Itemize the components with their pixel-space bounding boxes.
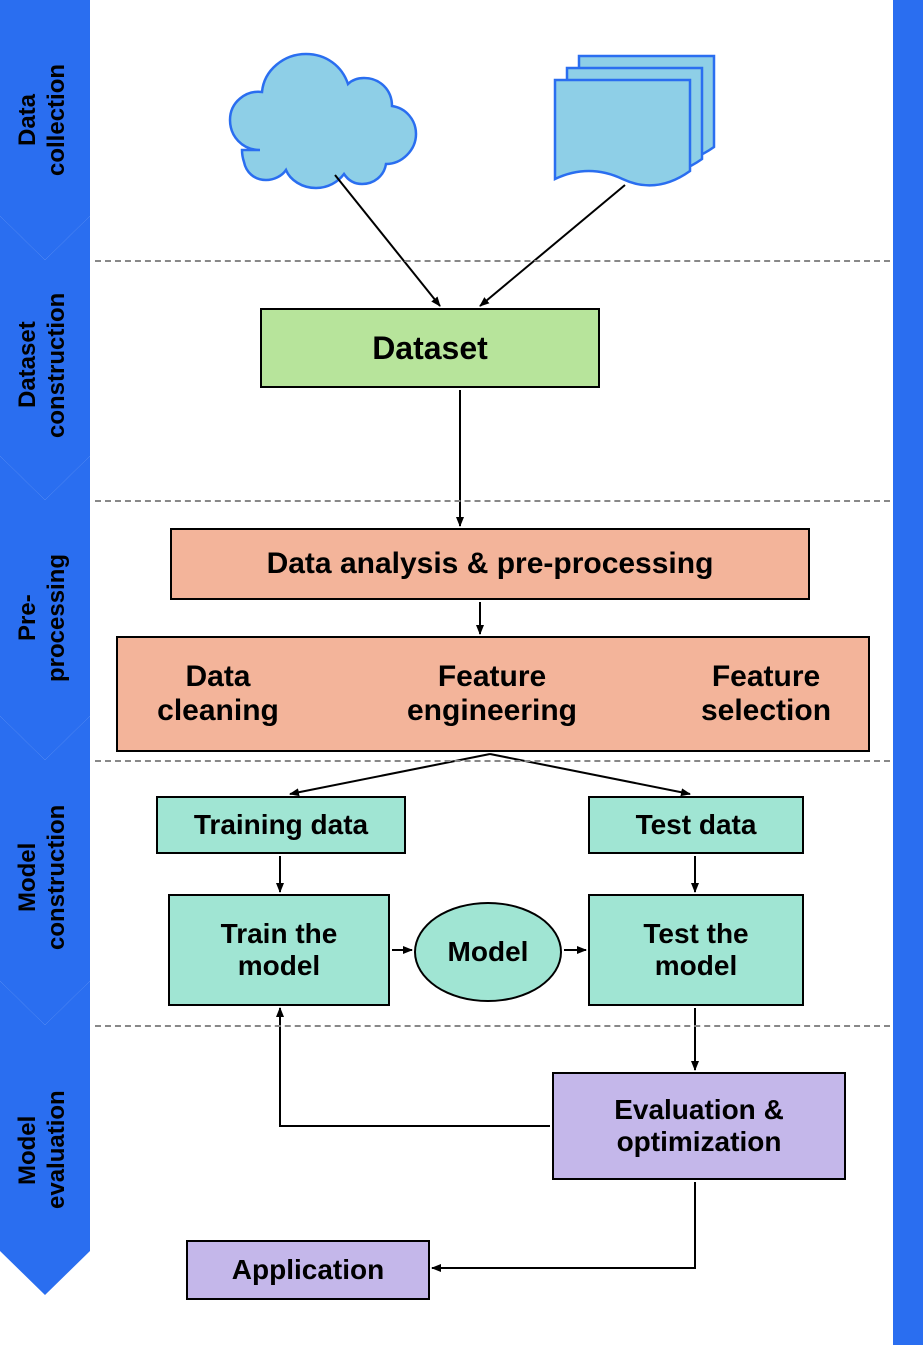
section-divider [95,260,890,262]
node-test-model: Test the model [588,894,804,1006]
node-test-data: Test data [588,796,804,854]
documents-icon [567,68,702,173]
flow-arrow [480,185,625,306]
node-evaluation: Evaluation & optimization [552,1072,846,1180]
node-dataset: Dataset [260,308,600,388]
documents-icon [555,80,690,185]
flow-arrow [432,1182,695,1268]
right-blue-bar [893,0,923,1345]
stage-label-pre-processing: Pre- processing [14,525,74,710]
preproc-sublabel: Data cleaning [128,646,308,742]
section-divider [95,500,890,502]
stage-label-dataset-construction: Dataset construction [14,280,74,450]
section-divider [95,1025,890,1027]
cloud-icon [230,54,416,188]
stage-label-data-collection: Data collection [14,30,74,210]
flowchart-container: Data collection Dataset construction Pre- … [0,0,923,1345]
preproc-sublabel: Feature selection [676,646,856,742]
preproc-sublabel: Feature engineering [402,646,582,742]
node-preproc-sub: Data cleaning Feature engineering Feature … [116,636,870,752]
node-model: Model [414,902,562,1002]
stage-label-model-construction: Model construction [14,780,74,975]
flow-arrow [335,175,440,306]
node-training-data: Training data [156,796,406,854]
node-application: Application [186,1240,430,1300]
node-train-model: Train the model [168,894,390,1006]
stage-label-model-evaluation: Model evaluation [14,1055,74,1245]
section-divider [95,760,890,762]
documents-icon [579,56,714,161]
node-preproc: Data analysis & pre-processing [170,528,810,600]
